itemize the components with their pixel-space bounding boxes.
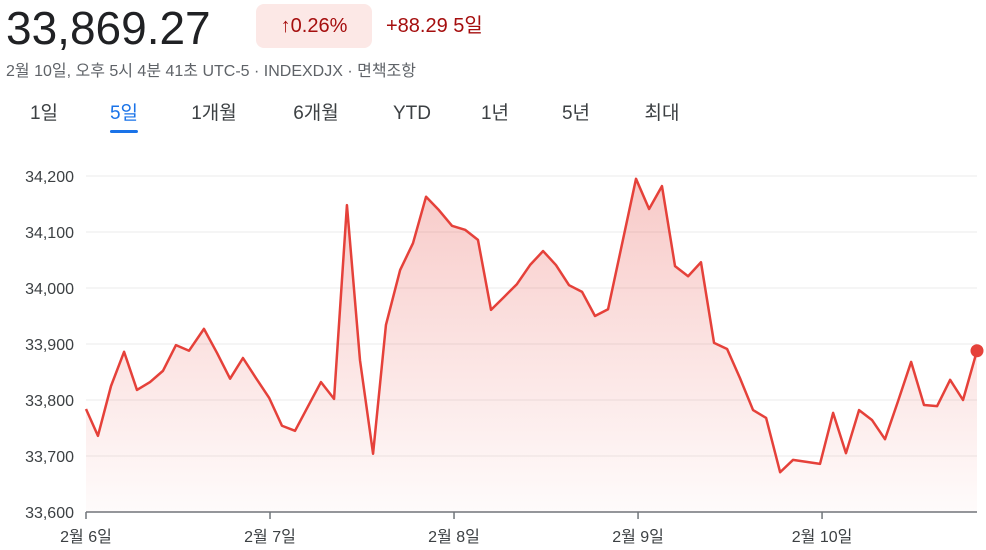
tab[interactable]: 5일: [109, 98, 139, 133]
tab[interactable]: 1일: [29, 103, 59, 124]
change-pct: 0.26%: [290, 15, 348, 37]
change-abs: +88.29: [386, 15, 448, 37]
price: 33,869.27: [6, 2, 211, 54]
tab[interactable]: 1개월: [191, 103, 237, 124]
y-tick-label: 33,800: [25, 393, 74, 410]
change-badge: ↑0.26%: [256, 4, 372, 48]
up-arrow: ↑: [280, 15, 291, 37]
last-point: [970, 344, 984, 358]
line: [84, 177, 979, 474]
area: [86, 178, 977, 513]
x-tick-label: 2월 6일: [60, 528, 112, 546]
change-period: 5일: [453, 15, 483, 37]
tab[interactable]: 6개월: [293, 103, 339, 124]
tab[interactable]: 5년: [561, 103, 591, 124]
x-tick-label: 2월 8일: [428, 528, 480, 546]
y-tick-label: 33,600: [25, 505, 74, 522]
y-tick-label: 33,900: [25, 337, 74, 354]
tab[interactable]: YTD: [393, 103, 431, 124]
y-tick-label: 34,200: [25, 169, 74, 186]
tab[interactable]: 1년: [480, 103, 510, 124]
x-tick-label: 2월 7일: [244, 528, 296, 546]
x-tick-label: 2월 9일: [612, 528, 664, 546]
tab[interactable]: 최대: [644, 103, 680, 124]
x-tick-label: 2월 10일: [792, 528, 853, 546]
change: +88.29 5일: [386, 4, 483, 48]
y-tick-label: 34,100: [25, 225, 74, 242]
y-tick-label: 33,700: [25, 449, 74, 466]
subtitle: 2월 10일, 오후 5시 4분 41초 UTC-5 · INDEXDJX · …: [6, 63, 416, 80]
y-tick-label: 34,000: [25, 281, 74, 298]
